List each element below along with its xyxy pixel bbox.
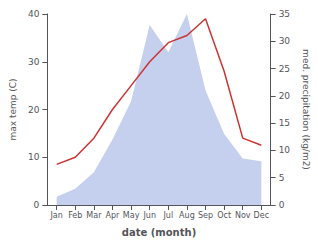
svg-text:0: 0 xyxy=(34,200,40,210)
svg-text:Nov: Nov xyxy=(235,211,251,220)
svg-text:30: 30 xyxy=(28,57,40,67)
svg-text:Jan: Jan xyxy=(49,211,62,220)
svg-text:Apr: Apr xyxy=(106,211,121,220)
svg-text:Feb: Feb xyxy=(68,211,82,220)
svg-text:Sep: Sep xyxy=(198,211,213,220)
svg-text:May: May xyxy=(123,211,140,220)
svg-text:med. precipitation (kg/m2): med. precipitation (kg/m2) xyxy=(301,49,311,170)
svg-text:25: 25 xyxy=(279,64,290,74)
svg-text:date (month): date (month) xyxy=(122,227,196,238)
svg-text:5: 5 xyxy=(279,173,285,183)
svg-text:10: 10 xyxy=(28,152,40,162)
svg-text:35: 35 xyxy=(279,9,290,19)
svg-text:Aug: Aug xyxy=(179,211,195,220)
svg-text:max temp (C): max temp (C) xyxy=(8,78,18,140)
svg-text:30: 30 xyxy=(279,36,291,46)
svg-text:15: 15 xyxy=(279,118,290,128)
svg-text:20: 20 xyxy=(279,91,291,101)
svg-text:Jul: Jul xyxy=(162,211,173,220)
svg-text:Dec: Dec xyxy=(254,211,269,220)
svg-text:10: 10 xyxy=(279,145,291,155)
svg-text:0: 0 xyxy=(279,200,285,210)
svg-text:Jun: Jun xyxy=(142,211,156,220)
svg-text:Oct: Oct xyxy=(217,211,231,220)
svg-text:Mar: Mar xyxy=(86,211,102,220)
svg-text:20: 20 xyxy=(28,105,40,115)
svg-text:40: 40 xyxy=(28,9,40,19)
